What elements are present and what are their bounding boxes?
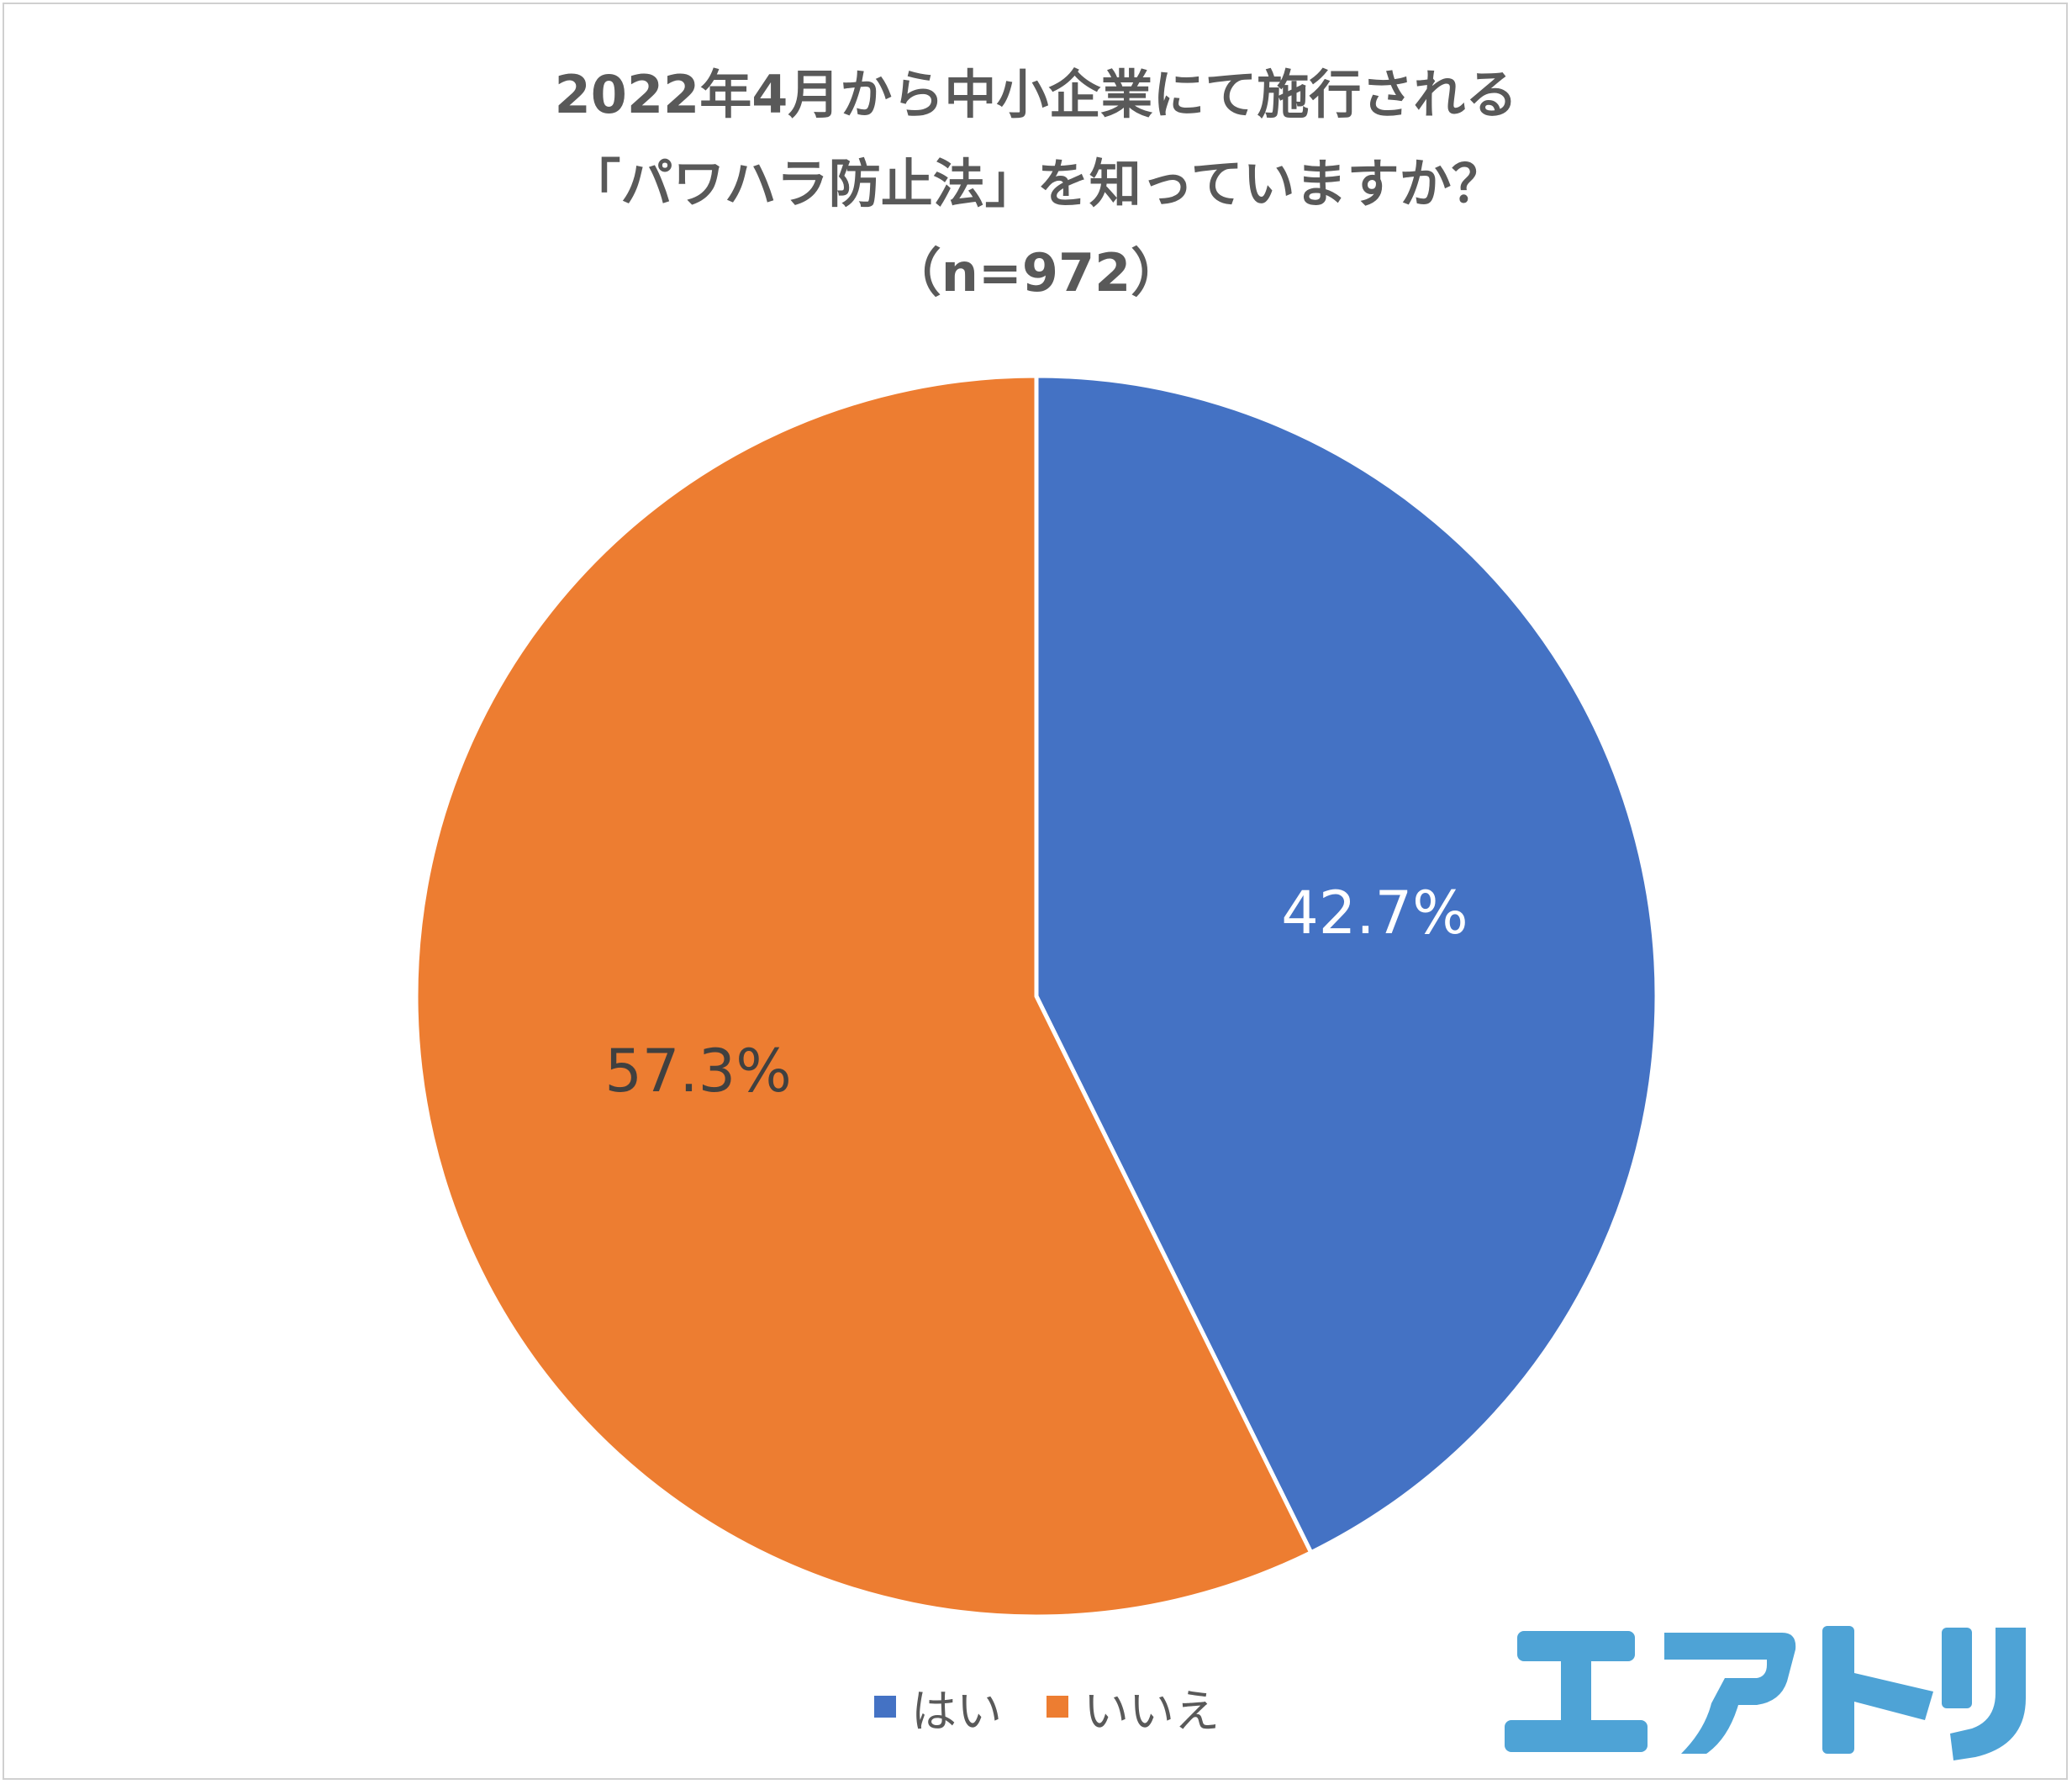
legend-item-2: いいえ — [1047, 1673, 1220, 1740]
legend-swatch-2 — [1047, 1696, 1068, 1718]
legend-item-1: はい — [874, 1673, 1002, 1740]
chart-title-line-2: 「パワハラ防止法」を知っていますか？ — [568, 153, 1504, 214]
chart-frame — [3, 3, 2068, 1780]
legend-label-2: いいえ — [1083, 1684, 1220, 1738]
chart-title-line-3: （n=972） — [888, 242, 1184, 303]
chart-title-line-1: 2022年4月から中小企業にて施行される — [554, 64, 1518, 125]
airtori-logo — [1505, 1626, 2026, 1760]
pie-slice-2 — [414, 373, 1314, 1619]
data-label-1: 42.7% — [1281, 879, 1468, 947]
legend-label-1: はい — [911, 1684, 1002, 1738]
chart-legend: はい いいえ — [0, 1673, 2072, 1740]
pie-slice-1 — [1034, 373, 1659, 1555]
chart-title: 2022年4月から中小企業にて施行される 「パワハラ防止法」を知っていますか？ … — [0, 50, 2072, 318]
data-label-2: 57.3% — [604, 1037, 791, 1106]
legend-swatch-1 — [874, 1696, 896, 1718]
